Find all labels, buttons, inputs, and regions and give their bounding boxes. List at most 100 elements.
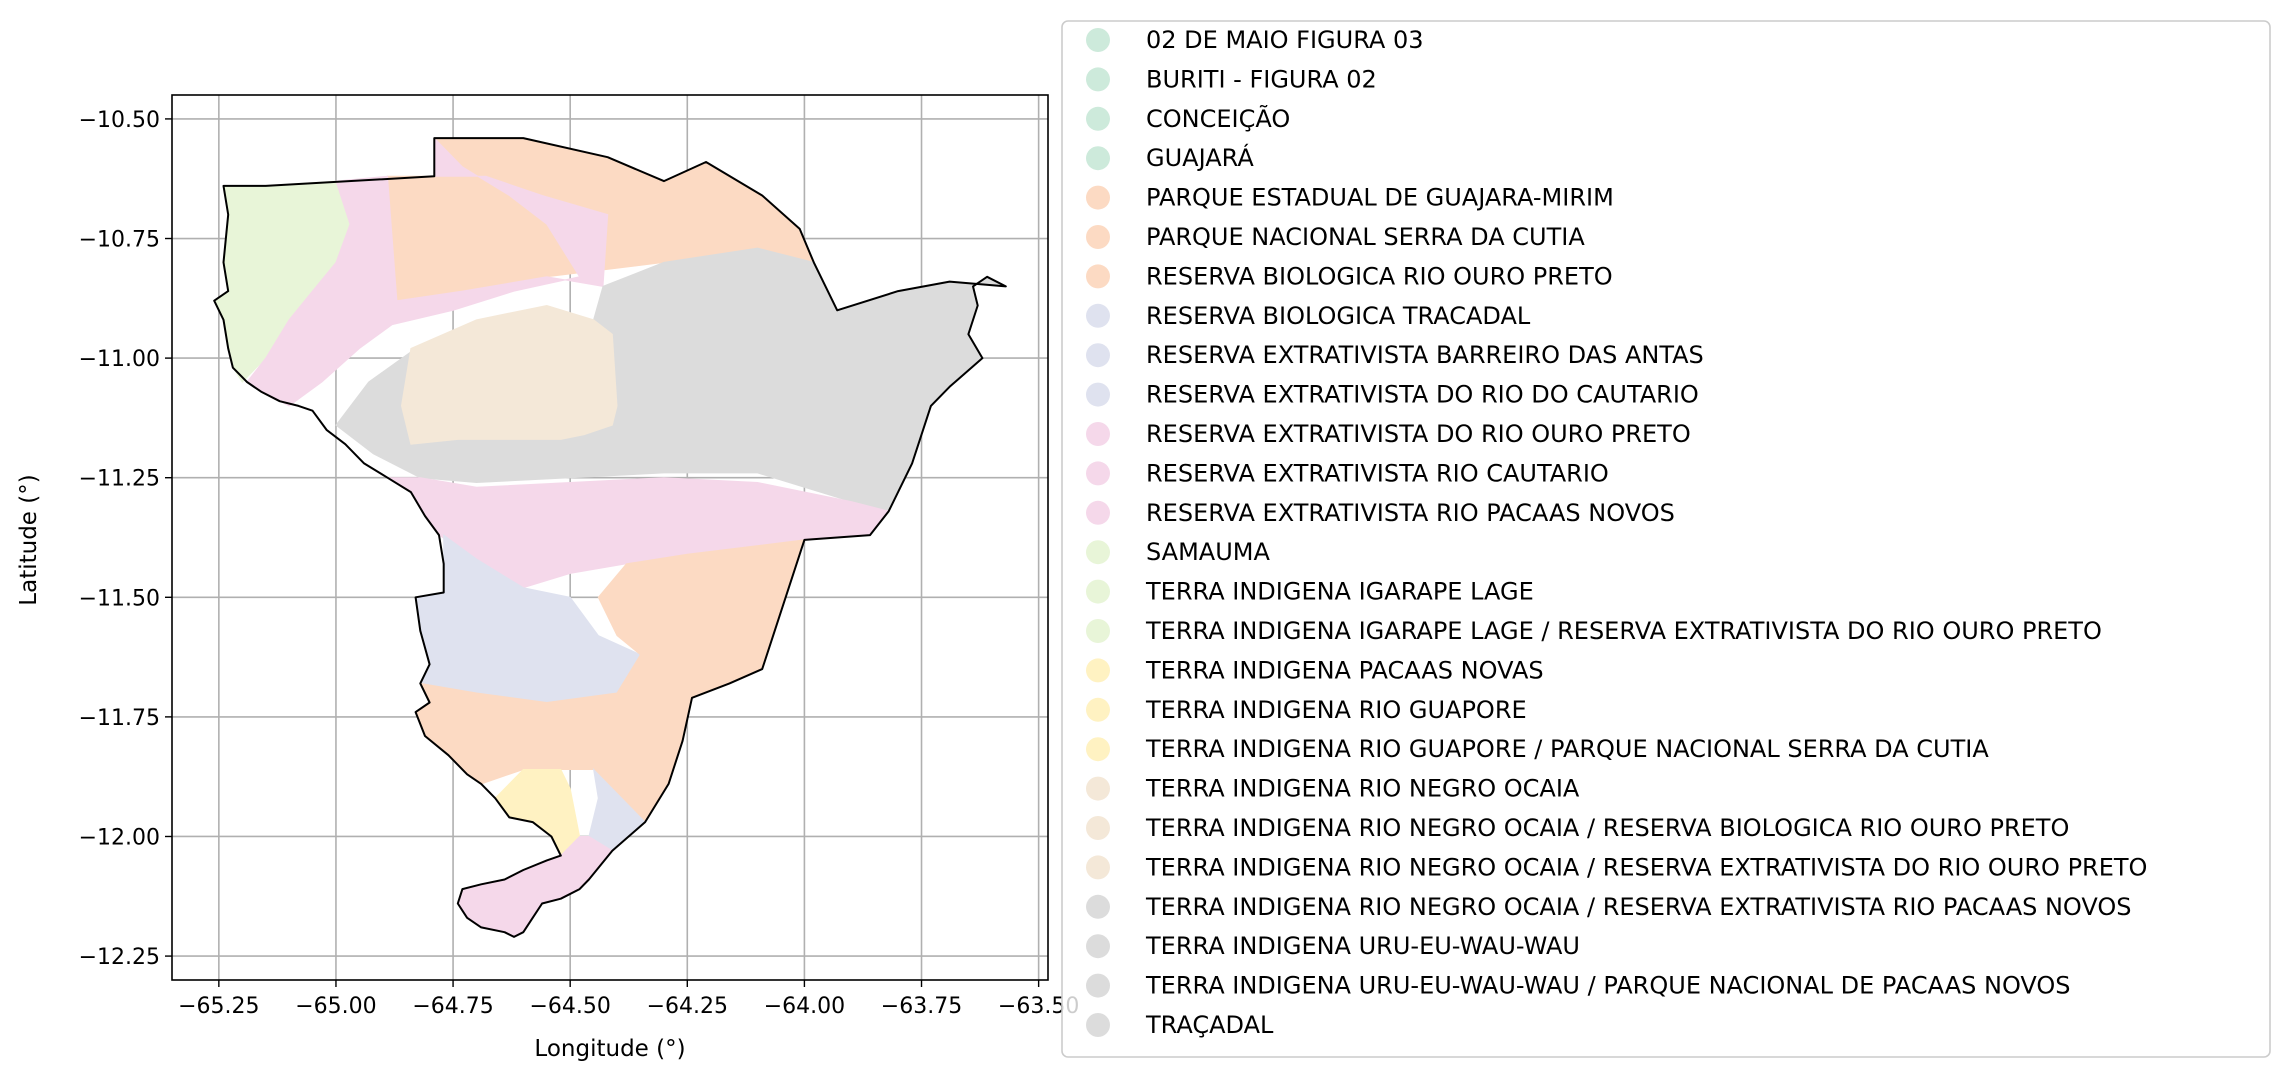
legend-swatch <box>1086 461 1110 486</box>
legend-swatch <box>1086 343 1110 368</box>
legend-label: TERRA INDIGENA URU-EU-WAU-WAU / PARQUE N… <box>1145 972 2071 1000</box>
legend-swatch <box>1086 28 1110 52</box>
legend-label: CONCEIÇÃO <box>1146 103 1290 133</box>
legend-swatch <box>1086 146 1110 171</box>
y-tick-labels: −10.50 −10.75 −11.00 −11.25 −11.50 −11.75 −12.… <box>79 108 160 970</box>
y-tick-label: −12.25 <box>79 945 160 970</box>
y-tick-label: −12.00 <box>79 825 160 850</box>
state-boundary-outline <box>213 137 1007 938</box>
legend-swatch <box>1086 697 1110 722</box>
legend-item: TERRA INDIGENA IGARAPE LAGE <box>1086 578 1534 606</box>
legend-swatch <box>1086 540 1110 565</box>
legend-swatch <box>1086 973 1110 998</box>
protected-area-zone <box>400 304 618 445</box>
legend-label: RESERVA EXTRATIVISTA DO RIO OURO PRETO <box>1146 420 1691 448</box>
legend-item: RESERVA EXTRATIVISTA RIO CAUTARIO <box>1086 459 1609 487</box>
legend-label: RESERVA EXTRATIVISTA BARREIRO DAS ANTAS <box>1146 341 1704 369</box>
legend-swatch <box>1086 67 1110 92</box>
x-tick-label: −64.50 <box>529 994 610 1019</box>
legend-item: RESERVA BIOLOGICA TRACADAL <box>1086 302 1531 330</box>
legend-swatch <box>1086 658 1110 683</box>
legend-item: RESERVA EXTRATIVISTA DO RIO OURO PRETO <box>1086 420 1691 448</box>
legend-swatch <box>1086 894 1110 919</box>
legend-swatch <box>1086 382 1110 407</box>
legend: 02 DE MAIO FIGURA 03 BURITI - FIGURA 02 CO… <box>1061 20 2271 1058</box>
legend-label: TERRA INDIGENA RIO GUAPORE <box>1145 696 1527 724</box>
legend-item: TERRA INDIGENA RIO NEGRO OCAIA / RESERVA… <box>1086 853 2147 881</box>
y-tick-label: −11.00 <box>79 347 160 372</box>
legend-swatch <box>1086 934 1110 959</box>
legend-item: RESERVA EXTRATIVISTA DO RIO DO CAUTARIO <box>1086 381 1699 409</box>
legend-swatch <box>1086 1013 1110 1037</box>
legend-swatch <box>1086 225 1110 249</box>
legend-label: RESERVA BIOLOGICA RIO OURO PRETO <box>1146 262 1613 290</box>
legend-label: RESERVA BIOLOGICA TRACADAL <box>1146 302 1531 330</box>
legend-label: TERRA INDIGENA RIO NEGRO OCAIA / RESERVA… <box>1145 814 2069 842</box>
legend-item: SAMAUMA <box>1086 538 1270 566</box>
legend-swatch <box>1086 500 1110 525</box>
legend-label: 02 DE MAIO FIGURA 03 <box>1146 26 1424 54</box>
map-axes: −65.25 −65.00 −64.75 −64.50 −64.25 −64.00 −63.… <box>16 94 1079 1062</box>
protected-area-polygons <box>213 136 1007 938</box>
legend-item: TERRA INDIGENA RIO GUAPORE <box>1086 696 1527 724</box>
legend-swatch <box>1086 264 1110 289</box>
legend-swatch <box>1086 422 1110 446</box>
state-boundary <box>213 137 1007 938</box>
legend-label: TERRA INDIGENA RIO NEGRO OCAIA / RESERVA… <box>1145 853 2147 881</box>
legend-item: TERRA INDIGENA RIO GUAPORE / PARQUE NACI… <box>1086 735 1989 763</box>
x-axis-label: Longitude (°) <box>534 1036 685 1062</box>
legend-label: GUAJARÁ <box>1146 143 1254 172</box>
plot-frame <box>171 94 1049 981</box>
legend-item: TERRA INDIGENA IGARAPE LAGE / RESERVA EX… <box>1086 617 2102 645</box>
x-tick-label: −63.75 <box>881 994 962 1019</box>
x-tick-label: −65.00 <box>295 994 376 1019</box>
legend-label: PARQUE NACIONAL SERRA DA CUTIA <box>1146 223 1585 251</box>
y-tick-label: −10.50 <box>79 108 160 133</box>
y-tick-label: −11.50 <box>79 586 160 611</box>
x-tick-labels: −65.25 −65.00 −64.75 −64.50 −64.25 −64.00 −63.… <box>178 994 1079 1019</box>
protected-area-zone <box>246 136 609 407</box>
legend-item: TRAÇADAL <box>1086 1011 1274 1039</box>
legend-label: TERRA INDIGENA IGARAPE LAGE <box>1145 578 1534 606</box>
legend-item: RESERVA EXTRATIVISTA RIO PACAAS NOVOS <box>1086 499 1675 527</box>
legend-label: TRAÇADAL <box>1145 1011 1274 1039</box>
legend-item: RESERVA BIOLOGICA RIO OURO PRETO <box>1086 262 1613 290</box>
legend-item: RESERVA EXTRATIVISTA BARREIRO DAS ANTAS <box>1086 341 1704 369</box>
x-tick-label: −64.00 <box>764 994 845 1019</box>
legend-item: GUAJARÁ <box>1086 143 1254 172</box>
legend-label: TERRA INDIGENA PACAAS NOVAS <box>1145 656 1544 684</box>
legend-item: TERRA INDIGENA RIO NEGRO OCAIA <box>1086 775 1580 803</box>
legend-items: 02 DE MAIO FIGURA 03 BURITI - FIGURA 02 CO… <box>1086 26 2147 1039</box>
legend-box <box>1061 20 2271 1058</box>
legend-swatch <box>1086 303 1110 328</box>
legend-swatch <box>1086 619 1110 643</box>
legend-swatch <box>1086 106 1110 131</box>
legend-label: RESERVA EXTRATIVISTA RIO PACAAS NOVOS <box>1146 499 1675 527</box>
legend-label: TERRA INDIGENA RIO NEGRO OCAIA <box>1145 775 1580 803</box>
legend-swatch <box>1086 737 1110 762</box>
legend-label: BURITI - FIGURA 02 <box>1146 65 1377 93</box>
legend-label: TERRA INDIGENA RIO GUAPORE / PARQUE NACI… <box>1145 735 1989 763</box>
legend-item: TERRA INDIGENA URU-EU-WAU-WAU / PARQUE N… <box>1086 972 2071 1000</box>
x-tick-label: −64.75 <box>412 994 493 1019</box>
x-tick-label: −65.25 <box>178 994 259 1019</box>
legend-item: BURITI - FIGURA 02 <box>1086 65 1377 93</box>
legend-item: CONCEIÇÃO <box>1086 103 1290 133</box>
x-tick-label: −64.25 <box>647 994 728 1019</box>
legend-item: PARQUE ESTADUAL DE GUAJARA-MIRIM <box>1086 184 1614 212</box>
legend-item: TERRA INDIGENA PACAAS NOVAS <box>1086 656 1544 684</box>
legend-swatch <box>1086 579 1110 604</box>
legend-label: RESERVA EXTRATIVISTA RIO CAUTARIO <box>1146 459 1609 487</box>
y-tick-label: −11.75 <box>79 706 160 731</box>
legend-item: TERRA INDIGENA RIO NEGRO OCAIA / RESERVA… <box>1086 893 2132 921</box>
y-tick-label: −10.75 <box>79 228 160 253</box>
legend-swatch <box>1086 816 1110 840</box>
y-tick-label: −11.25 <box>79 467 160 492</box>
legend-label: TERRA INDIGENA URU-EU-WAU-WAU <box>1145 932 1580 960</box>
legend-label: PARQUE ESTADUAL DE GUAJARA-MIRIM <box>1146 184 1614 212</box>
legend-swatch <box>1086 776 1110 801</box>
legend-item: PARQUE NACIONAL SERRA DA CUTIA <box>1086 223 1585 251</box>
legend-label: SAMAUMA <box>1146 538 1270 566</box>
legend-item: TERRA INDIGENA URU-EU-WAU-WAU <box>1086 932 1580 960</box>
